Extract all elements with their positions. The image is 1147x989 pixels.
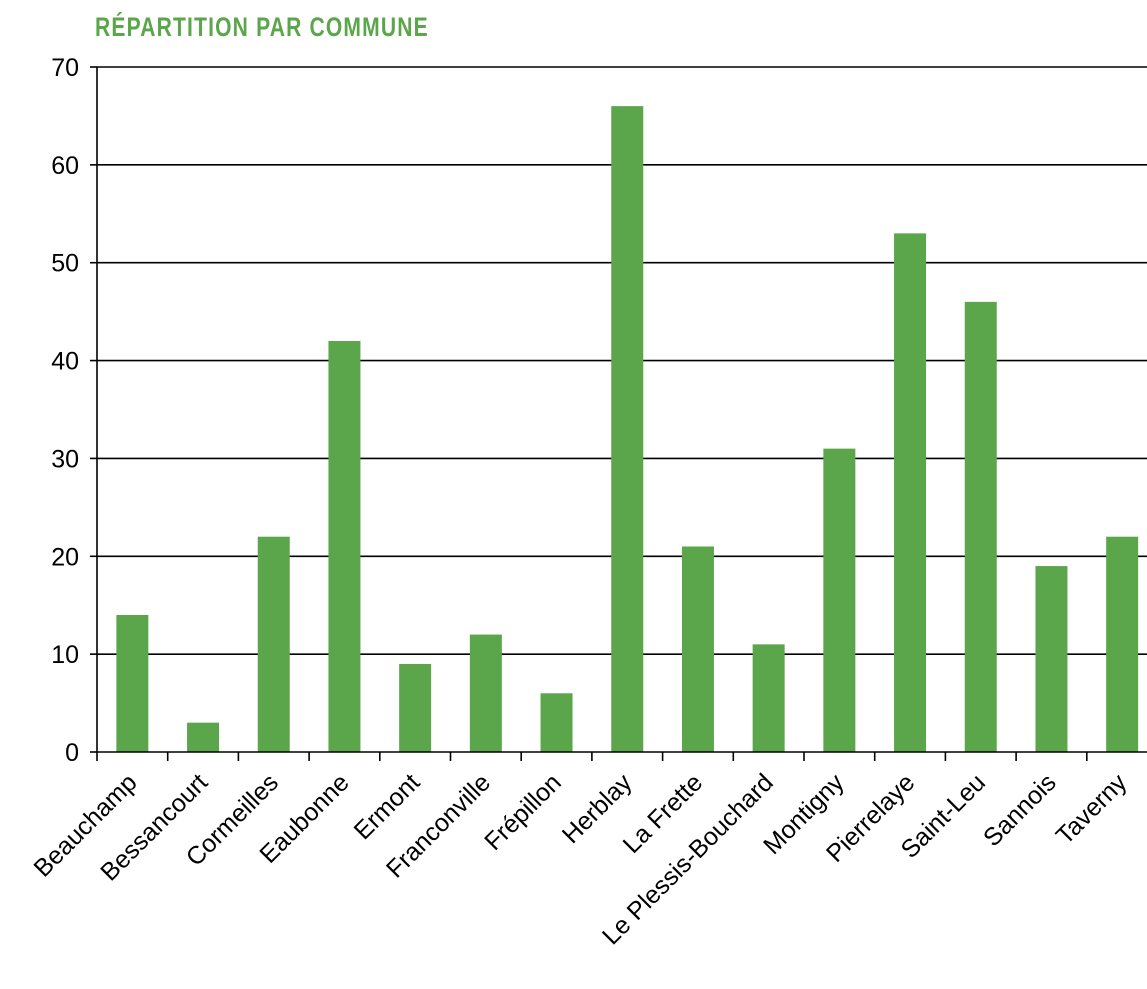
x-tick-label: Frépillon	[479, 768, 567, 856]
y-tick-label: 70	[51, 54, 79, 82]
y-tick-label: 60	[51, 152, 79, 180]
bar	[964, 301, 997, 752]
bar	[611, 106, 644, 752]
y-tick-label: 10	[51, 641, 79, 669]
chart-title: RÉPARTITION PAR COMMUNE	[95, 12, 429, 42]
x-tick-labels: BeauchampBessancourtCormeillesEaubonneEr…	[28, 768, 1132, 950]
y-tick-label: 0	[65, 739, 79, 767]
y-tick-labels: 0 10 20 30 40 50 60 70	[51, 54, 79, 767]
bar	[752, 644, 785, 752]
axes	[96, 67, 1147, 761]
bar	[399, 663, 432, 752]
bar	[823, 448, 856, 752]
bar	[469, 634, 502, 752]
y-tick-label: 40	[51, 348, 79, 376]
x-tick-label: Taverny	[1051, 768, 1133, 850]
bar	[328, 341, 361, 752]
bar	[681, 546, 714, 752]
bar	[1106, 536, 1139, 752]
bars	[116, 106, 1139, 752]
bar	[257, 536, 290, 752]
y-tick-label: 30	[51, 445, 79, 473]
bar	[116, 615, 149, 752]
bar	[187, 722, 220, 752]
y-tick-label: 20	[51, 543, 79, 571]
bar	[894, 233, 927, 752]
bar	[1035, 566, 1068, 752]
x-tick-label: Sannois	[978, 768, 1062, 852]
y-tick-label: 50	[51, 250, 79, 278]
bar	[540, 693, 573, 752]
